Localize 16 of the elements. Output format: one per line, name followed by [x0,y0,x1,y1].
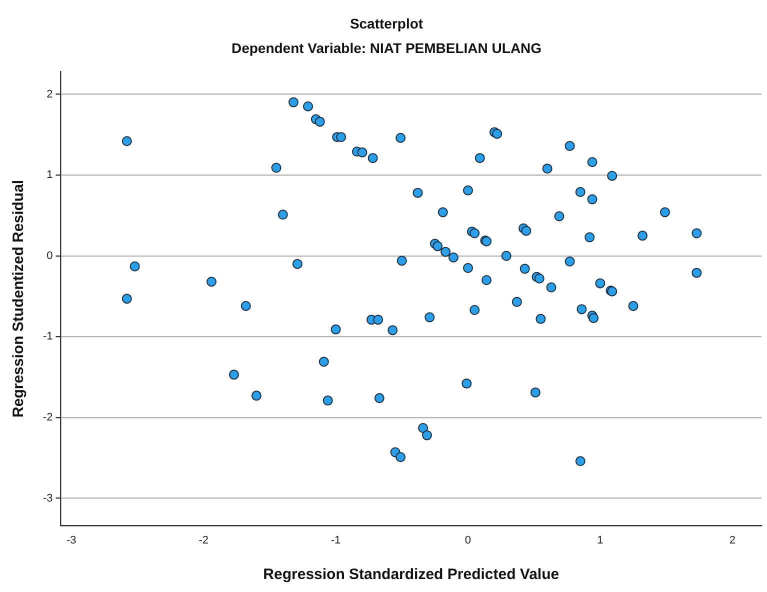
x-tick-label: -1 [330,534,341,546]
y-tick-label: -1 [43,330,53,343]
x-tick-label: 1 [597,534,604,546]
chart-title: Scatterplot [350,15,424,32]
x-tick-label: -3 [66,534,76,546]
y-tick-label: -2 [43,412,53,424]
x-tick-label: -2 [198,534,208,546]
chart-subtitle: Dependent Variable: NIAT PEMBELIAN ULANG [231,40,542,56]
x-tick-label: 0 [464,534,472,546]
y-tick-label: 1 [46,169,53,182]
x-axis-title: Regression Standardized Predicted Value [263,566,560,584]
x-tick-label: 2 [729,534,736,546]
y-tick-label: 2 [46,88,53,100]
y-tick-label: -3 [43,492,53,504]
y-tick-label: 0 [46,250,53,262]
y-axis-title: Regression Studentized Residual [10,180,28,418]
